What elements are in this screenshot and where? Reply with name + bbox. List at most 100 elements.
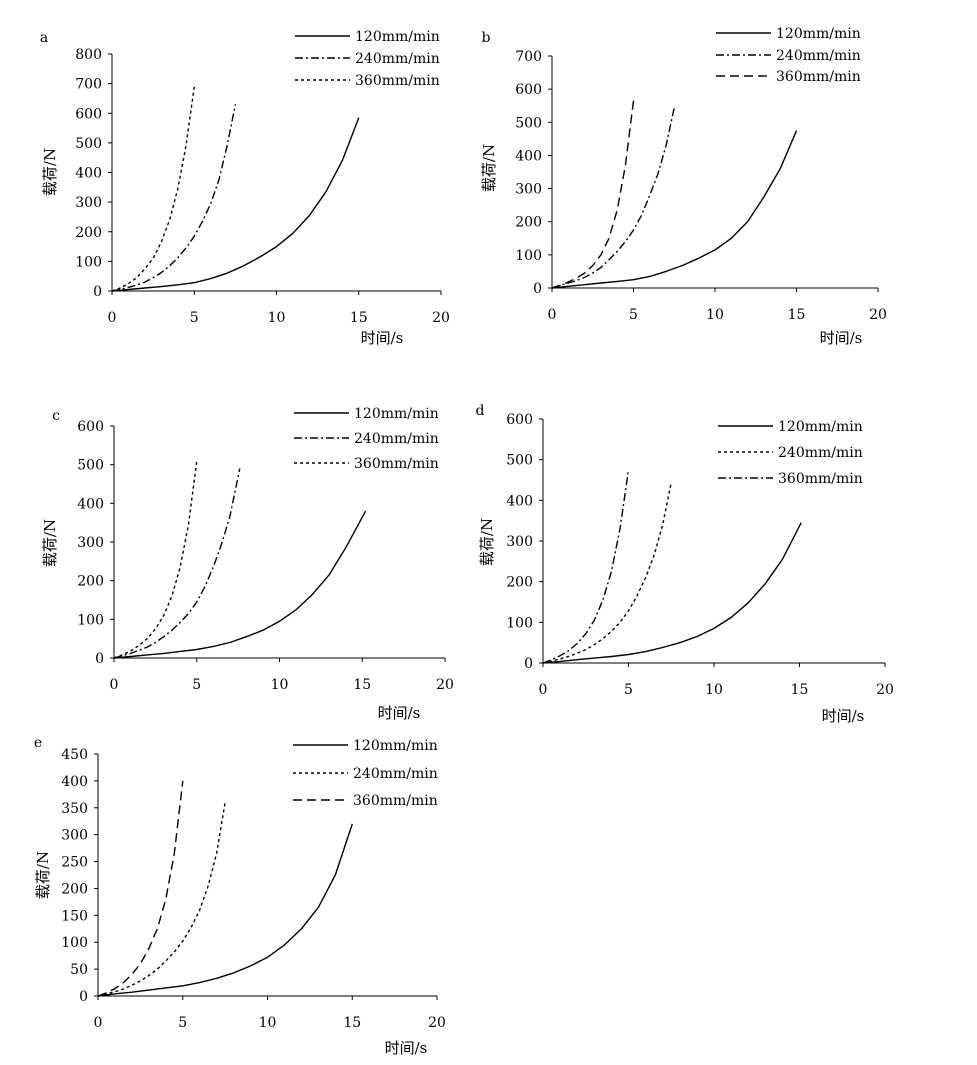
y-tick-label: 100 — [515, 248, 542, 264]
x-tick-label: 15 — [353, 677, 371, 693]
x-tick-label: 5 — [192, 677, 201, 693]
y-tick-label: 300 — [75, 195, 102, 211]
x-tick-label: 15 — [788, 307, 806, 323]
series-line-120mm/min — [97, 823, 353, 997]
y-tick-label: 200 — [75, 225, 102, 241]
panel-label: d — [476, 403, 485, 419]
panel-label: e — [34, 735, 42, 751]
y-tick-label: 0 — [533, 281, 542, 297]
chart-panel-b: 0 100 200 300 400 500 600 700 0 5 10 15 20 时间/s 载荷/N b 1… — [480, 26, 887, 347]
series-line-360mm/min — [111, 86, 195, 292]
legend-label: 360mm/min — [778, 471, 863, 487]
x-tick-label: 0 — [539, 682, 548, 698]
y-tick-label: 400 — [61, 774, 88, 790]
x-axis-title: 时间/s — [361, 329, 404, 347]
y-tick-label: 800 — [75, 47, 102, 63]
y-tick-label: 250 — [61, 855, 88, 871]
y-tick-label: 200 — [77, 574, 104, 590]
x-tick-label: 5 — [190, 310, 199, 326]
y-tick-label: 300 — [506, 534, 533, 550]
legend-label: 120mm/min — [354, 406, 439, 422]
x-tick-label: 0 — [108, 310, 117, 326]
panel-label: a — [40, 30, 48, 46]
series-line-120mm/min — [542, 522, 802, 664]
series-line-360mm/min — [97, 780, 184, 997]
legend-label: 360mm/min — [354, 456, 439, 472]
y-tick-label: 400 — [506, 493, 533, 509]
x-tick-label: 20 — [428, 1015, 446, 1031]
y-tick-label: 0 — [95, 651, 104, 667]
series-line-360mm/min — [551, 100, 635, 289]
y-tick-label: 700 — [515, 49, 542, 65]
x-tick-label: 10 — [706, 307, 724, 323]
panel-label: c — [52, 408, 60, 424]
y-tick-label: 500 — [75, 136, 102, 152]
y-tick-label: 100 — [61, 935, 88, 951]
legend-label: 360mm/min — [776, 69, 861, 85]
y-tick-label: 600 — [515, 82, 542, 98]
series-line-240mm/min — [551, 107, 675, 289]
x-axis-title: 时间/s — [820, 329, 863, 347]
x-tick-label: 0 — [548, 307, 557, 323]
y-tick-label: 0 — [524, 656, 533, 672]
y-tick-label: 600 — [77, 419, 104, 435]
y-tick-label: 200 — [515, 215, 542, 231]
y-tick-label: 400 — [515, 148, 542, 164]
y-tick-label: 600 — [506, 412, 533, 428]
x-tick-label: 20 — [436, 677, 454, 693]
x-tick-label: 20 — [432, 310, 450, 326]
y-tick-label: 100 — [506, 615, 533, 631]
x-tick-label: 20 — [869, 307, 887, 323]
y-tick-label: 400 — [77, 496, 104, 512]
series-line-360mm/min — [542, 469, 630, 664]
x-tick-label: 15 — [791, 682, 809, 698]
series-line-240mm/min — [113, 468, 241, 659]
legend-label: 240mm/min — [354, 431, 439, 447]
x-tick-label: 0 — [94, 1015, 103, 1031]
y-tick-label: 0 — [93, 284, 102, 300]
series-line-120mm/min — [551, 130, 798, 289]
x-tick-label: 5 — [178, 1015, 187, 1031]
x-tick-label: 0 — [110, 677, 119, 693]
y-tick-label: 400 — [75, 166, 102, 182]
y-tick-label: 600 — [75, 106, 102, 122]
y-tick-label: 0 — [79, 989, 88, 1005]
legend-label: 120mm/min — [778, 419, 863, 435]
y-axis-title: 载荷/N — [480, 144, 498, 192]
x-axis-title: 时间/s — [378, 704, 421, 722]
legend-label: 240mm/min — [355, 51, 440, 67]
x-tick-label: 15 — [350, 310, 368, 326]
y-axis-title: 载荷/N — [41, 519, 59, 567]
y-tick-label: 300 — [77, 535, 104, 551]
y-axis-title: 载荷/N — [34, 851, 52, 899]
legend-label: 360mm/min — [353, 793, 438, 809]
legend-label: 240mm/min — [353, 766, 438, 782]
y-tick-label: 300 — [515, 182, 542, 198]
y-tick-label: 100 — [77, 612, 104, 628]
panel-label: b — [482, 30, 491, 46]
chart-panel-d: 0 100 200 300 400 500 600 0 5 10 15 20 时间/s 载荷/N d 120m… — [476, 403, 894, 725]
legend-label: 360mm/min — [355, 73, 440, 89]
y-tick-label: 150 — [61, 908, 88, 924]
series-line-240mm/min — [97, 802, 226, 997]
y-axis-title: 载荷/N — [41, 148, 59, 196]
y-tick-label: 200 — [506, 575, 533, 591]
y-tick-label: 500 — [515, 115, 542, 131]
y-tick-label: 350 — [61, 801, 88, 817]
series-line-120mm/min — [113, 510, 367, 659]
x-tick-label: 5 — [629, 307, 638, 323]
legend-label: 240mm/min — [778, 445, 863, 461]
y-tick-label: 450 — [61, 747, 88, 763]
x-tick-label: 10 — [268, 310, 286, 326]
series-line-120mm/min — [111, 117, 360, 292]
x-tick-label: 10 — [705, 682, 723, 698]
x-axis-title: 时间/s — [822, 707, 865, 725]
x-tick-label: 15 — [343, 1015, 361, 1031]
x-tick-label: 10 — [259, 1015, 277, 1031]
x-tick-label: 5 — [624, 682, 633, 698]
x-tick-label: 20 — [876, 682, 894, 698]
legend-label: 120mm/min — [355, 29, 440, 45]
y-tick-label: 500 — [77, 458, 104, 474]
